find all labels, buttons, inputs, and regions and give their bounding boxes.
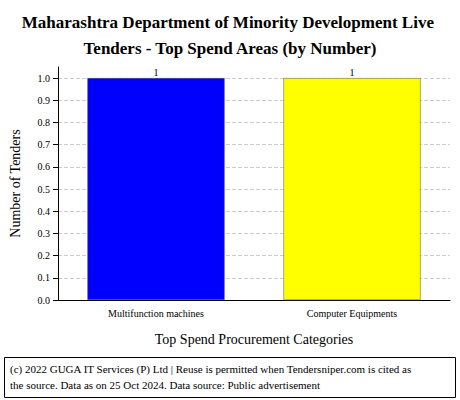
svg-text:0.0: 0.0 (38, 295, 51, 306)
svg-text:0.4: 0.4 (38, 206, 51, 217)
svg-text:0.1: 0.1 (38, 272, 51, 283)
svg-text:0.6: 0.6 (38, 161, 51, 172)
svg-text:Tenders - Top Spend Areas (by: Tenders - Top Spend Areas (by Number) (84, 39, 377, 58)
svg-text:1: 1 (350, 67, 355, 78)
svg-text:Multifunction machines: Multifunction machines (108, 308, 204, 319)
svg-text:Number of Tenders: Number of Tenders (8, 129, 23, 237)
svg-text:0.8: 0.8 (38, 117, 51, 128)
svg-text:the source. Data as on 25 Oct: the source. Data as on 25 Oct 2024. Data… (10, 379, 320, 391)
svg-text:Maharashtra Department of Mino: Maharashtra Department of Minority Devel… (22, 13, 438, 32)
svg-text:0.3: 0.3 (38, 228, 51, 239)
svg-text:0.9: 0.9 (38, 95, 51, 106)
svg-text:1: 1 (154, 67, 159, 78)
svg-text:Top Spend Procurement Categori: Top Spend Procurement Categories (155, 332, 353, 347)
svg-text:0.5: 0.5 (38, 184, 51, 195)
svg-text:0.7: 0.7 (38, 139, 51, 150)
svg-text:Computer Equipments: Computer Equipments (307, 308, 397, 319)
svg-text:(c) 2022 GUGA IT Services (P): (c) 2022 GUGA IT Services (P) Ltd | Reus… (10, 363, 414, 376)
svg-text:1.0: 1.0 (38, 73, 51, 84)
svg-text:0.2: 0.2 (38, 250, 51, 261)
